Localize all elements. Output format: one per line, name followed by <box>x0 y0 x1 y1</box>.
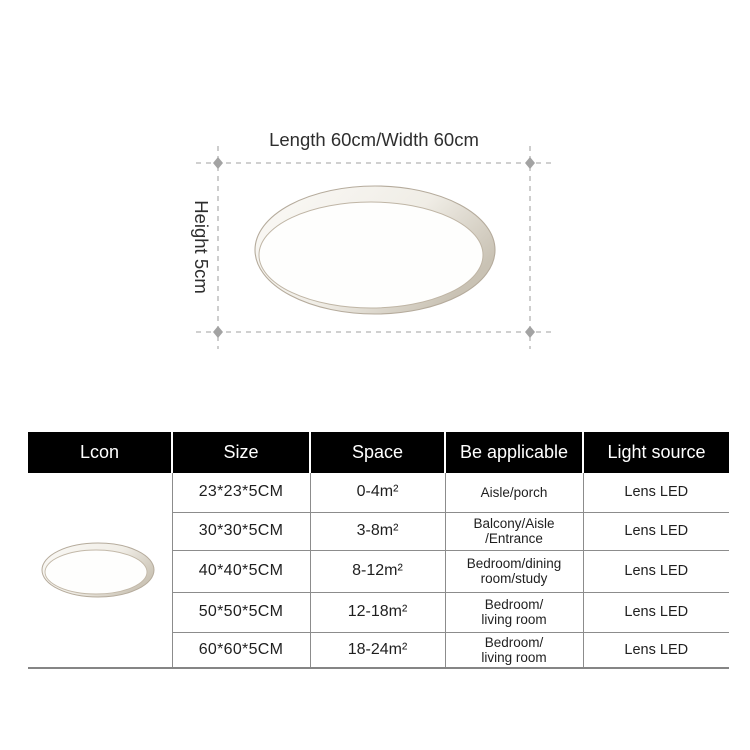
corner-markers <box>213 157 535 338</box>
applicable-cell: Bedroom/dining room/study <box>444 549 584 593</box>
table-row: 60*60*5CM 18-24m² Bedroom/ living room L… <box>28 631 729 669</box>
applicable-cell: Aisle/porch <box>444 473 584 513</box>
space-cell: 0-4m² <box>309 473 446 513</box>
size-cell: 50*50*5CM <box>171 591 311 633</box>
spec-table: Lcon Size Space Be applicable Light sour… <box>28 432 729 669</box>
light-source-cell: Lens LED <box>582 631 729 669</box>
table-row: 40*40*5CM 8-12m² Bedroom/dining room/stu… <box>28 549 729 593</box>
size-cell: 30*30*5CM <box>171 511 311 551</box>
size-cell: 23*23*5CM <box>171 473 311 513</box>
header-applicable: Be applicable <box>445 432 584 473</box>
table-row: 30*30*5CM 3-8m² Balcony/Aisle /Entrance … <box>28 511 729 551</box>
header-size: Size <box>172 432 311 473</box>
height-label: Height 5cm <box>191 200 212 294</box>
header-space: Space <box>310 432 446 473</box>
applicable-cell: Balcony/Aisle /Entrance <box>444 511 584 551</box>
table-row: 23*23*5CM 0-4m² Aisle/porch Lens LED <box>28 473 729 668</box>
space-cell: 12-18m² <box>309 591 446 633</box>
length-width-label: Length 60cm/Width 60cm <box>269 129 479 150</box>
applicable-cell: Bedroom/ living room <box>444 591 584 633</box>
header-icon: Lcon <box>28 432 173 473</box>
size-cell: 60*60*5CM <box>171 631 311 669</box>
spec-table-header-row: Lcon Size Space Be applicable Light sour… <box>28 432 729 473</box>
header-light-source: Light source <box>583 432 729 473</box>
light-source-cell: Lens LED <box>582 591 729 633</box>
size-cell: 40*40*5CM <box>171 549 311 593</box>
light-source-cell: Lens LED <box>582 473 729 513</box>
ceiling-lamp-image <box>254 185 496 315</box>
lamp-icon-cell <box>28 473 173 668</box>
applicable-cell: Bedroom/ living room <box>444 631 584 669</box>
light-source-cell: Lens LED <box>582 549 729 593</box>
measurement-box <box>196 146 552 349</box>
space-cell: 8-12m² <box>309 549 446 593</box>
light-source-cell: Lens LED <box>582 511 729 551</box>
space-cell: 18-24m² <box>309 631 446 669</box>
space-cell: 3-8m² <box>309 511 446 551</box>
